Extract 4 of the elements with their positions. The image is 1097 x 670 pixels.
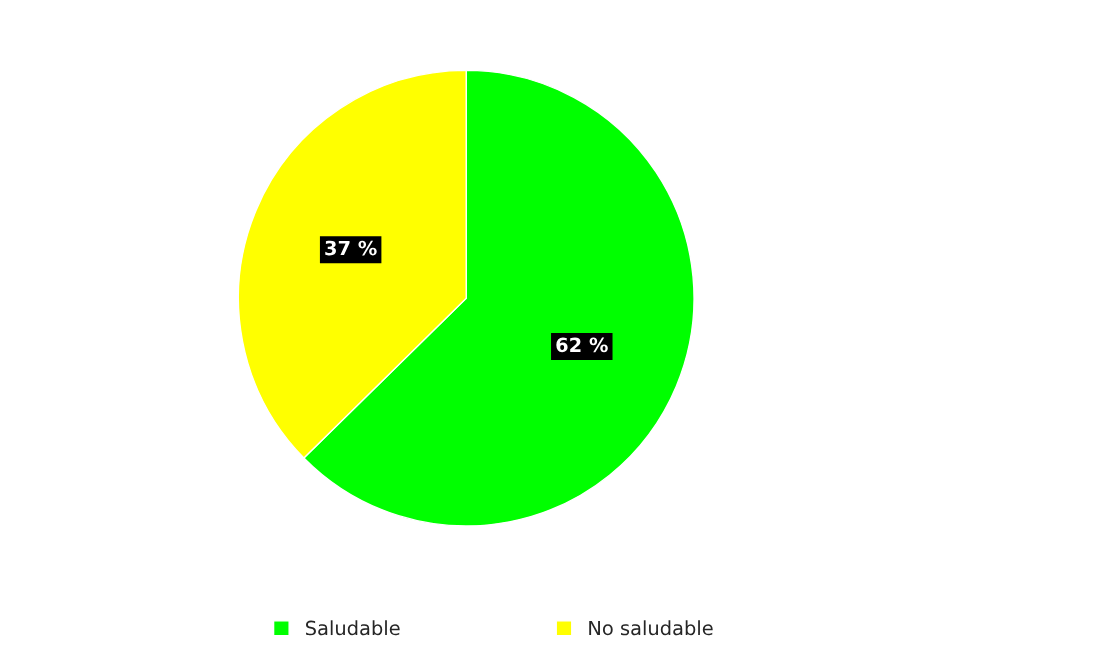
data-label: 37 % (325, 240, 377, 256)
data-label: 62 % (556, 337, 608, 353)
legend-label: Saludable (305, 620, 400, 636)
legend-label: No saludable (589, 620, 713, 636)
